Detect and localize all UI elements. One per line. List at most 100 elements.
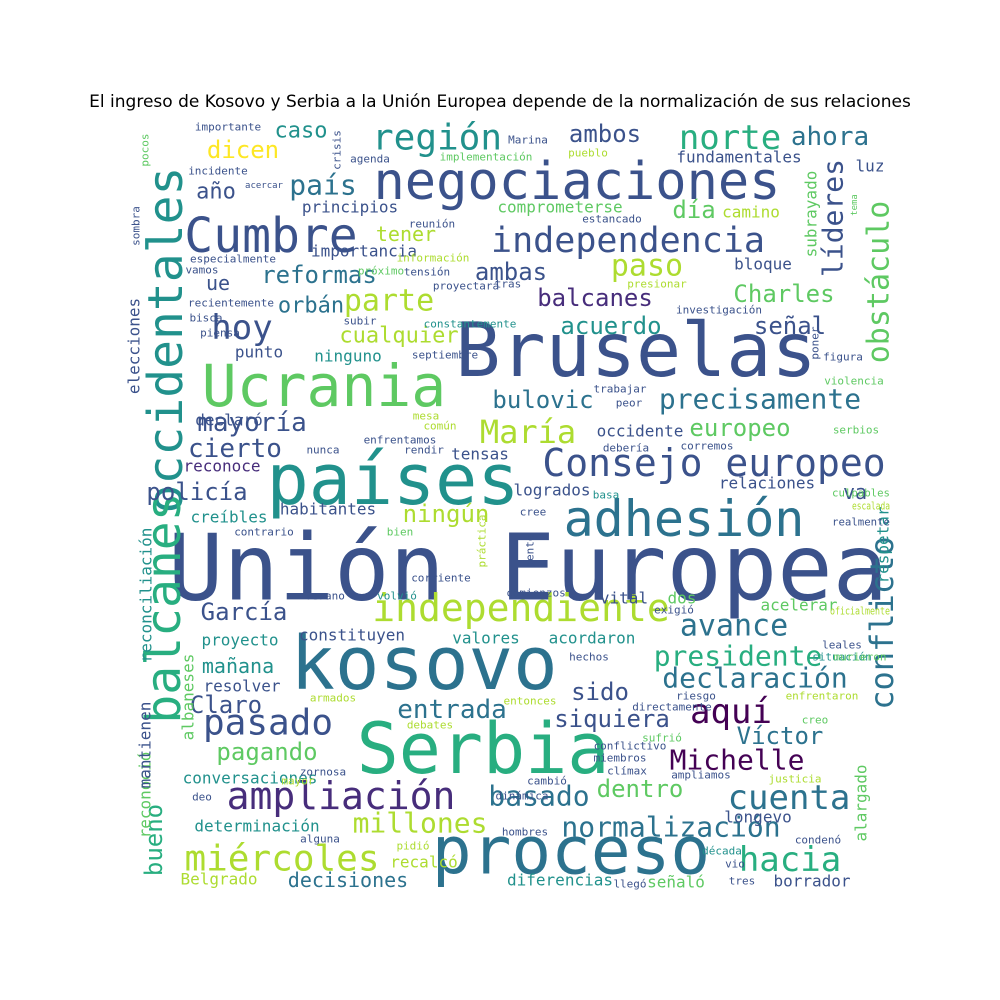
word-0: Unión Europea — [168, 515, 888, 622]
word-95: constituyen — [299, 626, 405, 645]
word-118: incidente — [188, 165, 248, 178]
word-197: tema — [850, 194, 860, 216]
word-141: peor — [616, 397, 643, 410]
word-105: reconoció — [136, 752, 155, 839]
word-97: conversaciones — [183, 769, 318, 788]
word-178: zornosa — [300, 766, 346, 779]
word-10: occidentales — [138, 167, 194, 514]
word-15: ampliación — [227, 774, 456, 818]
word-116: pueblo — [568, 147, 608, 160]
word-179: miembros — [594, 752, 647, 765]
word-123: reunión — [409, 218, 455, 231]
word-30: precisamente — [659, 383, 861, 416]
word-133: subir — [343, 315, 376, 328]
word-20: hoy — [211, 308, 272, 348]
word-164: oficialmente — [830, 605, 890, 618]
word-16: pasado — [203, 703, 333, 744]
word-23: aquí — [690, 692, 772, 732]
word-75: fundamentales — [676, 148, 801, 167]
word-6: proceso — [432, 813, 710, 890]
word-21: cuenta — [728, 778, 851, 818]
word-140: trabajar — [594, 383, 647, 396]
word-3: Bruselas — [455, 306, 816, 394]
word-167: murieron — [834, 651, 887, 664]
word-169: armados — [310, 692, 356, 705]
word-24: avance — [680, 609, 788, 644]
word-85: habitantes — [280, 500, 376, 519]
word-196: acercar — [245, 181, 284, 191]
word-37: García — [201, 598, 288, 626]
word-72: mañana — [202, 654, 274, 678]
word-130: recientemente — [188, 297, 274, 310]
word-79: bloque — [734, 255, 792, 274]
word-149: serbios — [833, 424, 879, 437]
word-161: volvió — [377, 590, 417, 603]
word-154: contrario — [234, 526, 294, 539]
word-189: condenó — [795, 834, 841, 847]
word-25: María — [480, 413, 576, 451]
word-195: sombra — [130, 206, 143, 246]
word-65: caso — [275, 119, 328, 144]
word-183: deo — [192, 791, 212, 804]
word-53: sido — [571, 678, 629, 706]
word-182: justicia — [769, 773, 822, 786]
word-40: país — [289, 169, 356, 202]
word-119: pocos — [139, 133, 152, 166]
word-54: Claro — [190, 691, 262, 719]
word-102: señaló — [647, 873, 705, 892]
word-108: elecciones — [125, 298, 144, 394]
word-137: figura — [823, 351, 863, 364]
word-160: corriente — [411, 572, 471, 585]
word-42: cierto — [188, 434, 282, 464]
word-94: acordaron — [549, 629, 636, 648]
word-144: enfrentamos — [364, 434, 437, 447]
word-34: millones — [353, 807, 488, 840]
word-32: presidente — [654, 640, 823, 673]
word-45: Charles — [733, 280, 834, 308]
word-135: investigación — [676, 304, 762, 317]
word-165: situación — [812, 651, 872, 664]
word-87: tensas — [451, 445, 509, 464]
word-26: conflicto — [863, 536, 901, 709]
word-170: entonces — [504, 695, 557, 708]
word-125: vamos — [185, 264, 218, 277]
word-111: luz — [856, 157, 885, 176]
word-55: pagando — [216, 738, 317, 766]
word-121: implementación — [440, 151, 533, 164]
word-69: ue — [206, 271, 230, 295]
word-43: europeo — [689, 414, 790, 442]
word-181: ampliamos — [671, 769, 731, 782]
word-17: miércoles — [184, 839, 379, 880]
word-27: obstáculo — [862, 201, 897, 364]
word-67: cualquier — [339, 324, 458, 349]
word-71: va — [843, 480, 867, 504]
word-39: dicen — [207, 136, 279, 164]
word-44: reformas — [261, 261, 377, 289]
word-153: realmente — [832, 516, 890, 529]
word-76: principios — [302, 198, 398, 217]
word-163: exigió — [654, 604, 694, 617]
word-70: tener — [376, 222, 436, 246]
word-113: subrayado — [802, 171, 821, 258]
word-146: rendir — [404, 444, 444, 457]
word-127: tras — [495, 278, 522, 291]
word-126: tensión — [404, 266, 450, 279]
word-66: señal — [754, 312, 826, 340]
word-89: occidente — [597, 422, 684, 441]
word-7: negociaciones — [374, 152, 781, 212]
word-190: pidió — [396, 840, 429, 853]
word-88: relaciones — [719, 474, 815, 493]
word-168: hechos — [569, 651, 609, 664]
word-110: Belgrado — [180, 870, 257, 889]
word-86: logrados — [513, 481, 590, 500]
word-98: determinación — [194, 817, 319, 836]
word-80: punto — [235, 343, 283, 362]
word-49: policía — [146, 478, 247, 506]
word-56: Víctor — [737, 722, 824, 750]
word-78: importancia — [311, 242, 417, 261]
word-131: bisca — [189, 312, 222, 325]
word-115: Marina — [508, 134, 548, 147]
word-173: directamente — [632, 701, 711, 714]
word-162: comienzos — [506, 587, 566, 600]
